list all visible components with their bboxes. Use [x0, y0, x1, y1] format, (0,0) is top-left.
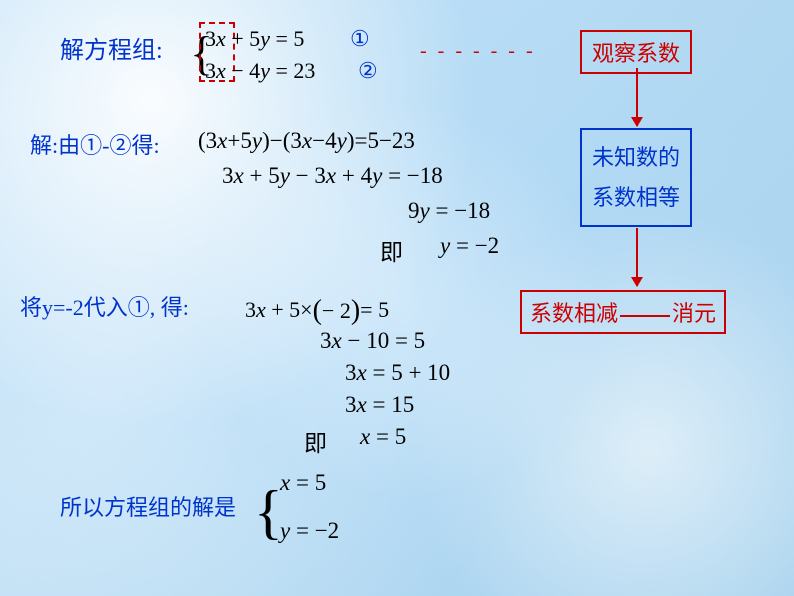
- coeff-line2: 系数相等: [592, 178, 680, 218]
- eq2-label: ②: [358, 58, 378, 84]
- step-2: 3x + 5y − 3x + 4y = −18: [222, 163, 443, 189]
- conclusion-text: 所以方程组的解是: [60, 490, 236, 522]
- coeff-box: 未知数的 系数相等: [580, 128, 692, 227]
- eliminate-b: 消元: [672, 301, 716, 326]
- arrow-2: [636, 228, 638, 286]
- problem-title: 解方程组:: [60, 30, 163, 65]
- step-4-label: 即: [380, 233, 403, 267]
- eliminate-box: 系数相减 消元: [520, 290, 726, 334]
- red-dashes: - - - - - - -: [420, 40, 536, 63]
- sub-title: 将y=-2代入①, 得:: [20, 290, 189, 322]
- sub-4: 3x = 15: [345, 392, 414, 418]
- solution-x: x = 5: [280, 470, 326, 496]
- step-1: (3x+5y)−(3x−4y)=5−23: [198, 128, 415, 154]
- coeff-line1: 未知数的: [592, 138, 680, 178]
- eq1-label: ①: [350, 26, 370, 52]
- sub-5-label: 即: [304, 424, 327, 458]
- step-title: 解:由①-②得:: [30, 128, 160, 160]
- arrow-1: [636, 68, 638, 126]
- step-4: y = −2: [440, 233, 499, 259]
- solution-y: y = −2: [280, 518, 339, 544]
- sub-2: 3x − 10 = 5: [320, 328, 425, 354]
- sub-1: 3x + 5×(− 2)= 5: [245, 293, 389, 325]
- eliminate-a: 系数相减: [530, 301, 618, 326]
- sub-5: x = 5: [360, 424, 406, 450]
- equation-2: 3x − 4y = 23: [205, 58, 315, 84]
- equation-1: 3x + 5y = 5: [205, 26, 304, 52]
- sub-3: 3x = 5 + 10: [345, 360, 450, 386]
- step-3: 9y = −18: [408, 198, 490, 224]
- brace-solution: {: [254, 478, 283, 547]
